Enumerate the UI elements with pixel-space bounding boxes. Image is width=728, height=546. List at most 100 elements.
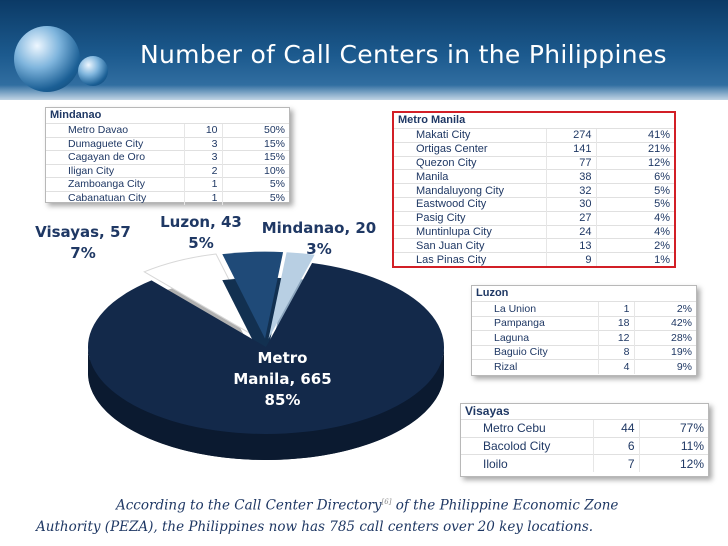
count-cell: 9 xyxy=(545,252,596,267)
label-luzon-line2: 5% xyxy=(188,234,214,252)
percent-cell: 1% xyxy=(595,252,674,267)
count-cell: 1 xyxy=(183,190,222,205)
percent-cell: 50% xyxy=(221,123,289,137)
count-cell: 4 xyxy=(597,359,634,374)
percent-cell: 15% xyxy=(221,150,289,164)
small-globe-icon xyxy=(78,56,108,86)
visayas-table-title: Visayas xyxy=(465,404,510,418)
percent-cell: 12% xyxy=(638,454,708,472)
header-fade xyxy=(0,85,728,107)
percent-cell: 15% xyxy=(221,136,289,151)
count-cell: 2 xyxy=(183,163,222,178)
table-row: Quezon City 77 12% xyxy=(394,155,674,170)
count-cell: 18 xyxy=(597,315,634,331)
label-mindanao-line2: 3% xyxy=(306,240,332,258)
mindanao-table: Mindanao Metro Davao 10 50% Dumaguete City 3… xyxy=(45,107,290,205)
percent-cell: 2% xyxy=(595,238,674,253)
table-row: Iligan City 2 10% xyxy=(46,163,289,178)
caption-reference[interactable]: [6] xyxy=(381,498,392,506)
table-row: Iloilo 7 12% xyxy=(461,454,708,472)
table-row: Eastwood City 30 5% xyxy=(394,196,674,212)
table-row: Laguna 12 28% xyxy=(472,330,696,345)
location-cell: Cabanatuan City xyxy=(46,190,184,205)
count-cell: 27 xyxy=(545,210,596,226)
table-row: Ortigas Center 141 21% xyxy=(394,141,674,157)
location-cell: Muntinlupa City xyxy=(394,224,546,239)
location-cell: Manila xyxy=(394,169,546,184)
table-row: Las Pinas City 9 1% xyxy=(394,252,674,267)
count-cell: 10 xyxy=(183,123,222,137)
percent-cell: 5% xyxy=(221,177,289,191)
location-cell: Quezon City xyxy=(394,155,546,170)
table-row: Baguio City 8 19% xyxy=(472,344,696,360)
label-mindanao-line1: Mindanao, 20 xyxy=(261,219,377,237)
table-row: Zamboanga City 1 5% xyxy=(46,177,289,191)
label-metro-manila-line2: Manila, 665 xyxy=(233,370,332,388)
table-row: Cabanatuan City 1 5% xyxy=(46,190,289,205)
count-cell: 44 xyxy=(592,419,639,437)
table-row: San Juan City 13 2% xyxy=(394,238,674,253)
pie-slice-visayas xyxy=(143,253,260,340)
mindanao-table-title: Mindanao xyxy=(50,109,102,121)
metro-manila-table: Metro Manila Makati City 274 41% Ortigas Ce… xyxy=(392,111,676,268)
percent-cell: 41% xyxy=(595,128,674,143)
label-metro-manila-line1: Metro xyxy=(257,349,308,367)
location-cell: Rizal xyxy=(472,359,598,374)
caption-text-2: of the Philippine Economic Zone Authorit… xyxy=(36,497,619,535)
table-row: Bacolod City 6 11% xyxy=(461,436,708,455)
percent-cell: 5% xyxy=(595,183,674,198)
location-cell: Iligan City xyxy=(46,163,184,178)
slide-title: Number of Call Centers in the Philippine… xyxy=(140,40,667,69)
percent-cell: 11% xyxy=(638,436,708,455)
table-row: Metro Davao 10 50% xyxy=(46,123,289,137)
location-cell: Metro Davao xyxy=(46,123,184,137)
percent-cell: 42% xyxy=(633,315,696,331)
metro-manila-table-title: Metro Manila xyxy=(398,114,466,126)
count-cell: 1 xyxy=(183,177,222,191)
count-cell: 8 xyxy=(597,344,634,360)
location-cell: Eastwood City xyxy=(394,196,546,212)
location-cell: Zamboanga City xyxy=(46,177,184,191)
count-cell: 1 xyxy=(597,301,634,316)
percent-cell: 5% xyxy=(221,190,289,205)
location-cell: Baguio City xyxy=(472,344,598,360)
table-row: Metro Cebu 44 77% xyxy=(461,419,708,437)
location-cell: Ortigas Center xyxy=(394,141,546,157)
location-cell: Pampanga xyxy=(472,315,598,331)
caption-text-1: According to the Call Center Directory xyxy=(116,497,382,514)
location-cell: Pasig City xyxy=(394,210,546,226)
label-luzon-line1: Luzon, 43 xyxy=(160,213,242,231)
percent-cell: 21% xyxy=(595,141,674,157)
table-row: Manila 38 6% xyxy=(394,169,674,184)
location-cell: Las Pinas City xyxy=(394,252,546,267)
count-cell: 3 xyxy=(183,136,222,151)
count-cell: 6 xyxy=(592,436,639,455)
table-row: Pasig City 27 4% xyxy=(394,210,674,226)
count-cell: 141 xyxy=(545,141,596,157)
pie-slice-luzon xyxy=(222,251,284,339)
percent-cell: 9% xyxy=(633,359,696,374)
pie-slice-edge-metro-manila xyxy=(88,347,444,460)
caption: According to the Call Center Directory[6… xyxy=(36,492,676,538)
count-cell: 77 xyxy=(545,155,596,170)
count-cell: 24 xyxy=(545,224,596,239)
location-cell: Iloilo xyxy=(461,454,593,472)
count-cell: 274 xyxy=(545,128,596,143)
count-cell: 13 xyxy=(545,238,596,253)
table-row: Dumaguete City 3 15% xyxy=(46,136,289,151)
luzon-table: Luzon La Union 1 2% Pampanga 18 42% Laguna 12 28… xyxy=(471,285,697,376)
table-row: Rizal 4 9% xyxy=(472,359,696,374)
percent-cell: 77% xyxy=(638,419,708,437)
slide-header xyxy=(0,0,728,100)
count-cell: 38 xyxy=(545,169,596,184)
label-visayas: Visayas, 57 7% xyxy=(30,222,136,264)
table-row: Pampanga 18 42% xyxy=(472,315,696,331)
percent-cell: 5% xyxy=(595,196,674,212)
visayas-table: Visayas Metro Cebu 44 77% Bacolod City 6 11% I… xyxy=(460,403,709,477)
label-visayas-line2: 7% xyxy=(70,244,96,262)
location-cell: Cagayan de Oro xyxy=(46,150,184,164)
percent-cell: 4% xyxy=(595,224,674,239)
location-cell: Laguna xyxy=(472,330,598,345)
location-cell: Metro Cebu xyxy=(461,419,593,437)
